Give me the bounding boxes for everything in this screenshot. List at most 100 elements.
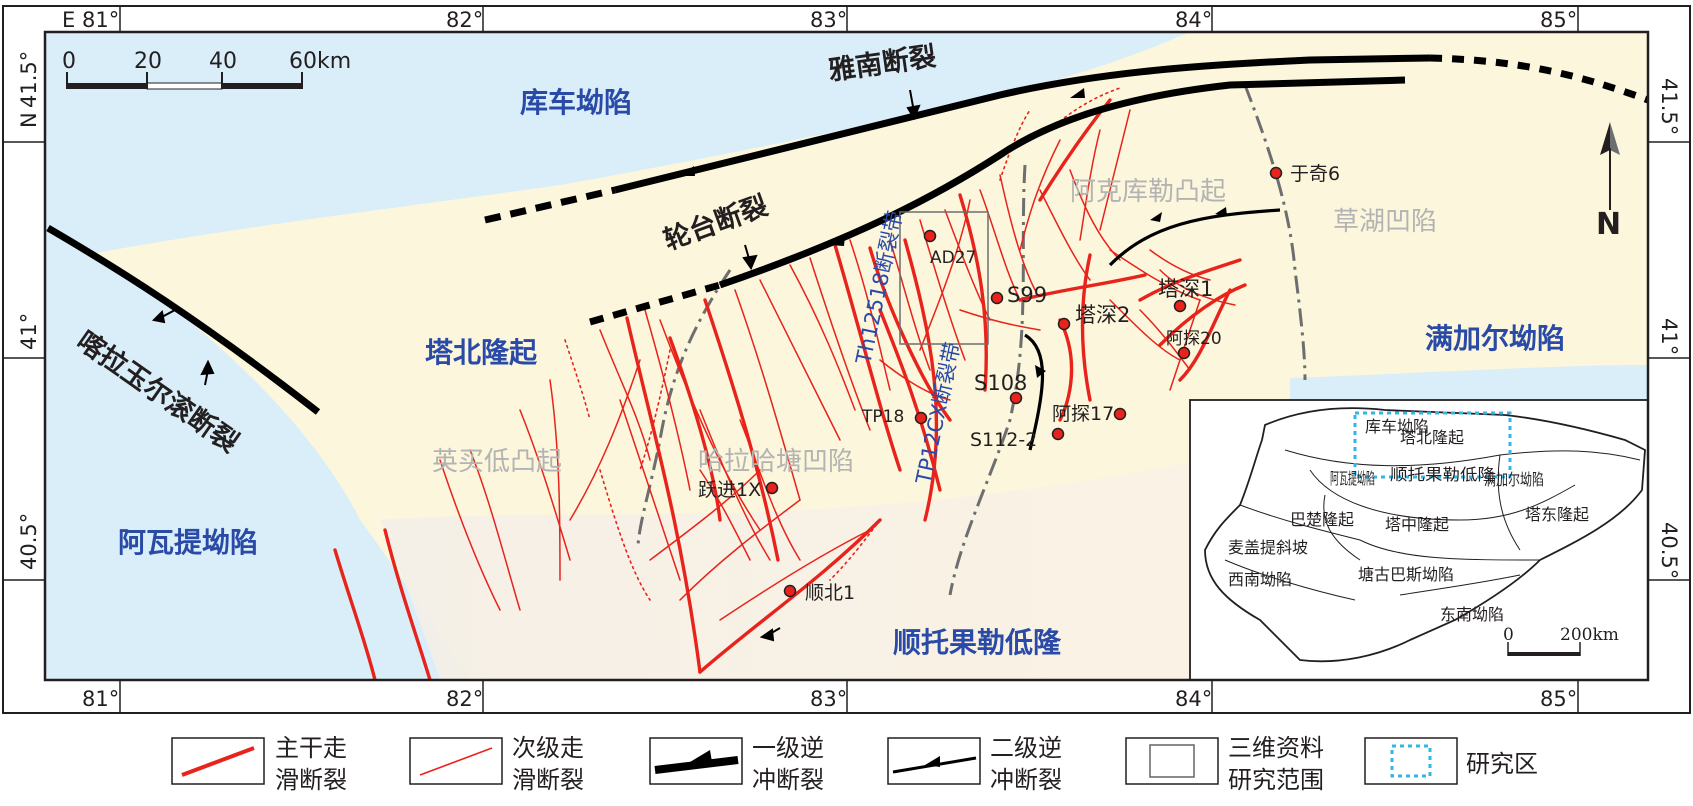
dotted-fault-3: [599, 469, 651, 601]
secondary-fault-27: [1109, 299, 1181, 361]
well-dot-2: [923, 229, 937, 243]
legend: 主干走 滑断裂 次级走 滑断裂 一级逆 冲断裂 二级逆 冲断裂 三维资料: [171, 734, 1538, 794]
lon-top-83: 83°: [810, 8, 847, 32]
inset-scale: 0 200km: [1503, 625, 1619, 656]
secondary-fault-1: [644, 309, 691, 491]
secondary-fault-22: [469, 449, 521, 611]
direction-arrows: [151, 89, 921, 642]
inset-scale-end: 200km: [1560, 625, 1619, 645]
legend-item-secondary-fault: 次级走 滑断裂: [409, 734, 584, 794]
well-label-12: 顺北1: [805, 582, 855, 604]
lat-right-40-5: 40.5°: [1657, 522, 1681, 579]
secondary-fault-24: [569, 359, 641, 521]
inset-label-kuche: 库车坳陷: [1365, 417, 1429, 436]
legend-item-thrust1: 一级逆 冲断裂: [649, 734, 824, 794]
lat-left-40-5: 40.5°: [17, 513, 41, 570]
secondary-fault-30: [1169, 299, 1201, 391]
label-shuntuo-lowrise: 顺托果勒低隆: [893, 626, 1062, 659]
legend-main-line1: 主干走: [275, 734, 347, 762]
inset-study-area: [1353, 411, 1512, 479]
scale-bar: 0 20 40 60km: [62, 49, 351, 90]
inset-label-maigaiti: 麦盖提斜坡: [1228, 538, 1308, 557]
inset-label-tabei: 塔北隆起: [1400, 428, 1464, 447]
well-dot-6: [1177, 346, 1191, 360]
lat-left-41-5: 41.5°: [17, 51, 41, 108]
secondary-fault-12: [999, 174, 1036, 291]
well-dot-7: [1009, 391, 1023, 405]
well-label-4: 塔深2: [1075, 303, 1130, 327]
well-dot-10: [1051, 427, 1065, 441]
main-fault-11: [1058, 318, 1074, 422]
second-thrust-b: [1024, 333, 1045, 451]
label-manjiaer-depression: 满加尔坳陷: [1425, 322, 1565, 355]
sub-region-labels: 英买低凸起 哈拉哈塘凹陷 阿克库勒凸起 草湖凹陷: [432, 177, 1437, 477]
scale-tick-40: 40: [209, 49, 237, 74]
secondary-fault-6: [809, 257, 871, 431]
inset-boundaries: [1224, 449, 1641, 601]
inset-label-tadong: 塔东隆起: [1525, 505, 1589, 524]
lon-bottom-84: 84°: [1175, 687, 1212, 711]
label-akekule-rise: 阿克库勒凸起: [1070, 177, 1226, 207]
main-fault-2: [703, 298, 780, 562]
secondary-fault-17: [1019, 139, 1061, 251]
secondary-fault-18: [699, 409, 771, 561]
main-fault-17: [383, 528, 432, 680]
secondary-fault-26: [519, 409, 571, 561]
thrust-faults: [46, 54, 1648, 451]
well-dot-1: [1269, 166, 1283, 180]
main-fault-6: [903, 238, 939, 522]
secondary-fault-36: [649, 469, 761, 561]
main-fault-1: [625, 316, 702, 674]
well-markers: 于奇6 AD27 S99 塔深2 塔深1 阿探20 S108 TP18 阿探17 S112-2 跃进…: [698, 163, 1340, 604]
legend-second-line1: 次级走: [512, 734, 584, 762]
kalayu-thrust: [46, 224, 321, 415]
region-labels: 库车坳陷 塔北隆起 阿瓦提坳陷 满加尔坳陷 顺托果勒低隆: [118, 86, 1565, 659]
lat-left-41: 41°: [17, 313, 41, 350]
secondary-fault-10: [944, 209, 991, 321]
secondary-fault-15: [1079, 129, 1101, 241]
inset-labels: 库车坳陷 塔北隆起 阿瓦提坳陷 满加尔坳陷 顺托果勒低隆 巴楚隆起 塔中隆起 塔…: [1228, 417, 1589, 624]
secondary-fault-31: [1159, 269, 1236, 306]
inset-label-tazhong: 塔中隆起: [1385, 515, 1449, 534]
legend-thrust1-line2: 冲断裂: [752, 766, 824, 794]
lon-top-81: 81°: [82, 8, 119, 32]
label-halahatang-sag: 哈拉哈塘凹陷: [698, 447, 854, 477]
inset-scale-zero: 0: [1503, 625, 1514, 645]
second-thrust-a: [1108, 208, 1281, 267]
inset-label-awati: 阿瓦提坳陷: [1330, 469, 1375, 488]
legend-thrust2-line1: 二级逆: [990, 734, 1062, 762]
secondary-fault-38: [719, 529, 871, 621]
lon-top-85: 85°: [1540, 8, 1577, 32]
well-label-6: 阿探20: [1166, 329, 1222, 349]
well-label-10: S112-2: [970, 429, 1037, 451]
well-label-2: AD27: [930, 248, 976, 268]
inset-label-tanggu: 塘古巴斯坳陷: [1358, 565, 1454, 584]
legend-study-line1: 研究区: [1466, 750, 1538, 778]
secondary-fault-33: [959, 309, 1041, 331]
well-label-11: 跃进1X: [698, 479, 761, 501]
well-dot-11: [765, 481, 779, 495]
north-arrow-label: N: [1596, 207, 1621, 242]
secondary-fault-34: [879, 359, 951, 401]
main-fault-16: [333, 548, 377, 680]
main-fault-5: [868, 246, 952, 422]
legend-item-study: 研究区: [1364, 737, 1538, 785]
well-dot-4: [1057, 317, 1071, 331]
secondary-fault-21: [439, 459, 501, 611]
yanan-thrust-east-dashed: [1429, 54, 1648, 104]
main-fault-4: [833, 243, 902, 472]
secondary-fault-19: [619, 399, 681, 581]
legend-thrust1-line1: 一级逆: [752, 734, 824, 762]
well-label-3: S99: [1007, 283, 1047, 307]
secondary-fault-13: [1039, 189, 1091, 281]
legend-thrust2-line2: 冲断裂: [990, 766, 1062, 794]
lat-right-41: 41°: [1657, 318, 1681, 355]
luntai-thrust: [718, 76, 1406, 289]
main-fault-9: [698, 518, 882, 674]
secondary-fault-11: [979, 189, 1021, 301]
secondary-fault-29: [1139, 309, 1191, 371]
dotted-fault-2: [564, 339, 591, 421]
secondary-fault-8: [889, 239, 931, 371]
lon-top-82: 82°: [446, 8, 483, 32]
